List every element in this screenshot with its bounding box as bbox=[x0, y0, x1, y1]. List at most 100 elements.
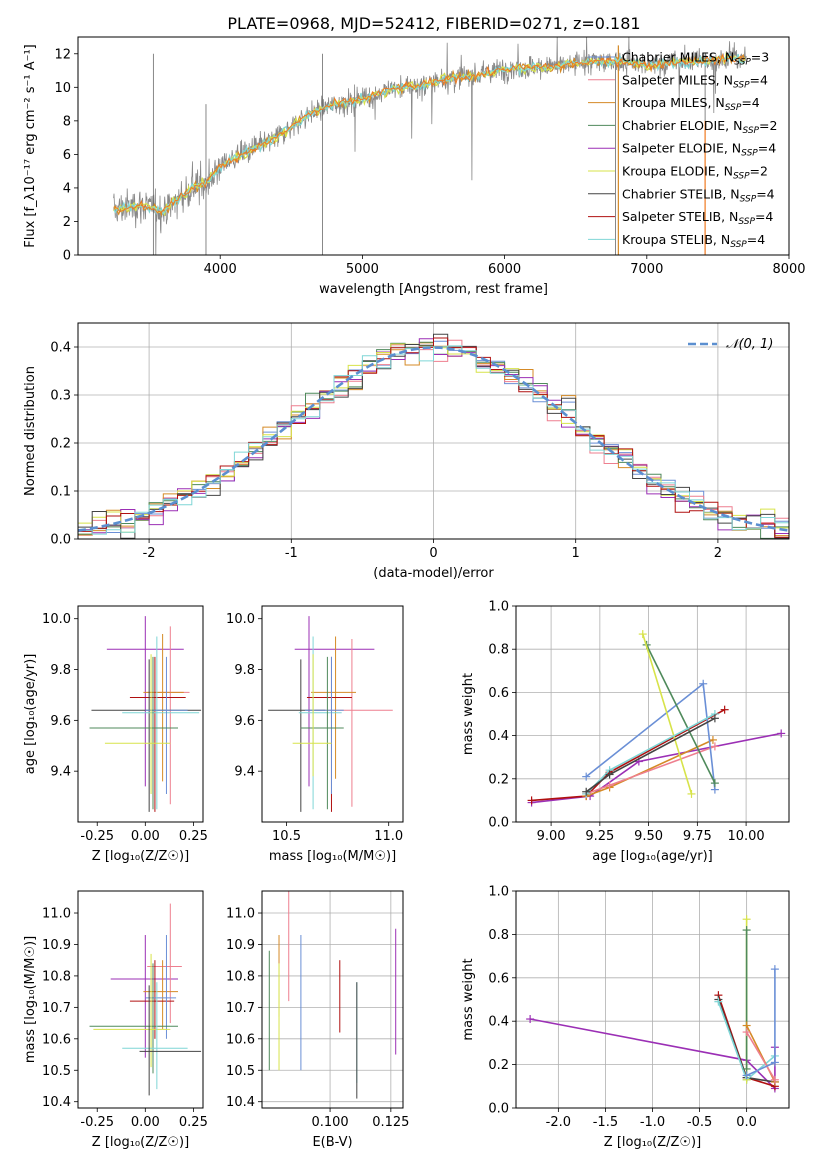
y-tick-label: 9.4 bbox=[50, 765, 71, 780]
x-tick-label: -2 bbox=[143, 546, 156, 561]
legend-sub: SSP bbox=[734, 58, 751, 68]
x-tick-label: 10.5 bbox=[272, 829, 301, 844]
x-axis-label: age [log₁₀(age/yr)] bbox=[592, 849, 713, 864]
x-tick-label: 0.100 bbox=[311, 1115, 348, 1130]
legend-entry: Kroupa MILES, NSSP=4 bbox=[622, 95, 760, 113]
axes-frame bbox=[261, 890, 404, 1109]
y-tick-label: 0.0 bbox=[488, 816, 509, 831]
y-axis-label: age [log₁₀(age/yr)] bbox=[23, 654, 38, 775]
y-tick-label: 10.4 bbox=[42, 1095, 71, 1110]
y-tick-label: 0.4 bbox=[488, 729, 509, 744]
y-tick-label: 10.5 bbox=[226, 1064, 255, 1079]
weight-series bbox=[645, 644, 716, 784]
y-tick-label: 0.8 bbox=[488, 643, 509, 658]
errorbars bbox=[268, 616, 393, 812]
y-tick-label: 10.0 bbox=[226, 612, 255, 627]
spectrum-chart: 4000 5000 6000 7000 8000 0 2 4 6 8 10 12 wavelength … bbox=[23, 36, 806, 297]
x-tick-label: 8000 bbox=[772, 262, 805, 277]
weight-series bbox=[745, 1031, 776, 1081]
x-tick-label: -1.5 bbox=[593, 1115, 618, 1130]
histogram-series bbox=[78, 345, 789, 539]
x-tick-label: 0.125 bbox=[372, 1115, 409, 1130]
residuals-chart: -2 -1 0 1 2 0.0 0.1 0.2 0.3 0.4 (data-model)/error… bbox=[23, 322, 790, 581]
legend-val: =4 bbox=[756, 186, 774, 201]
y-tick-label: 10.8 bbox=[226, 969, 255, 984]
y-axis-label: mass [log₁₀(M/M☉)] bbox=[23, 936, 38, 1063]
legend-name: Kroupa ELODIE, N bbox=[622, 164, 733, 179]
legend-sub: SSP bbox=[742, 126, 759, 136]
legend-name: Salpeter STELIB, N bbox=[622, 209, 738, 224]
normal-curve bbox=[78, 346, 789, 532]
y-tick-label: 4 bbox=[63, 181, 71, 196]
y-tick-label: 9.8 bbox=[234, 663, 255, 678]
legend-entry: Salpeter MILES, NSSP=4 bbox=[622, 72, 768, 90]
y-tick-label: 10.7 bbox=[226, 1001, 255, 1016]
x-axis-label: Z [log₁₀(Z/Z☉)] bbox=[604, 1135, 701, 1150]
y-tick-label: 9.6 bbox=[234, 714, 255, 729]
spectrum-lines bbox=[113, 37, 747, 255]
y-tick-label: 11.0 bbox=[226, 907, 255, 922]
x-tick-label: -2.0 bbox=[546, 1115, 571, 1130]
y-tick-label: 1.0 bbox=[488, 600, 509, 615]
y-tick-label: 10.0 bbox=[42, 612, 71, 627]
x-axis-label: (data-model)/error bbox=[373, 566, 494, 581]
x-axis-label: Z [log₁₀(Z/Z☉)] bbox=[92, 849, 189, 864]
legend-name: Salpeter ELODIE, N bbox=[622, 141, 741, 156]
age_vs_mass-chart: 10.5 11.0 9.4 9.6 9.8 10.0 mass [log₁₀(M/M☉)] bbox=[226, 605, 404, 864]
y-tick-label: 10 bbox=[54, 81, 71, 96]
legend-entry: Salpeter STELIB, NSSP=4 bbox=[622, 209, 773, 227]
y-tick-label: 0.6 bbox=[488, 971, 509, 986]
x-tick-label: 2 bbox=[714, 546, 722, 561]
y-tick-label: 0.3 bbox=[50, 389, 71, 404]
x-tick-label: 6000 bbox=[488, 262, 521, 277]
y-tick-label: 0.0 bbox=[488, 1102, 509, 1117]
legend-name: Chabrier STELIB, N bbox=[622, 186, 740, 201]
y-tick-label: 10.5 bbox=[42, 1064, 71, 1079]
y-tick-label: 11.0 bbox=[42, 907, 71, 922]
x-tick-label: 9.25 bbox=[585, 829, 614, 844]
y-tick-label: 0.6 bbox=[488, 686, 509, 701]
x-axis-label: mass [log₁₀(M/M☉)] bbox=[269, 849, 396, 864]
y-tick-label: 0.1 bbox=[50, 485, 71, 500]
y-tick-label: 0.8 bbox=[488, 928, 509, 943]
histogram-series bbox=[78, 337, 789, 538]
y-axis-label: Flux [f_λ10⁻¹⁷ erg cm⁻² s⁻¹ A⁻¹] bbox=[23, 44, 38, 248]
x-axis-label: wavelength [Angstrom, rest frame] bbox=[319, 282, 548, 297]
x-tick-label: 11.0 bbox=[374, 829, 403, 844]
weight-series bbox=[529, 1018, 776, 1091]
y-tick-label: 0.2 bbox=[488, 772, 509, 787]
weight-series bbox=[642, 633, 693, 795]
x-tick-label: 0.25 bbox=[179, 829, 208, 844]
y-tick-label: 0 bbox=[63, 249, 71, 264]
errorbars bbox=[89, 616, 202, 812]
legend-entry: 𝒩(0, 1) bbox=[726, 337, 773, 352]
legend-val: =2 bbox=[750, 164, 768, 179]
axes-frame bbox=[77, 36, 790, 256]
legend-val: =4 bbox=[755, 209, 773, 224]
legend-entry: Chabrier MILES, NSSP=3 bbox=[622, 50, 769, 68]
y-tick-label: 10.9 bbox=[226, 938, 255, 953]
y-tick-label: 12 bbox=[54, 47, 71, 62]
x-tick-label: -1.0 bbox=[640, 1115, 665, 1130]
weight-series bbox=[585, 717, 716, 793]
y-tick-label: 0.0 bbox=[50, 533, 71, 548]
x-axis-label: Z [log₁₀(Z/Z☉)] bbox=[92, 1135, 189, 1150]
legend-val: =4 bbox=[747, 232, 765, 247]
legend-val: =4 bbox=[741, 95, 759, 110]
x-tick-label: 10.00 bbox=[727, 829, 764, 844]
x-axis-label: E(B-V) bbox=[312, 1135, 352, 1150]
x-tick-label: 4000 bbox=[204, 262, 237, 277]
mass_vs_Z-chart: -0.25 0.00 0.25 10.4 10.5 10.6 10.7 10.8 10.9 11.… bbox=[23, 890, 208, 1150]
legend-sub: SSP bbox=[733, 80, 750, 90]
legend-sub: SSP bbox=[738, 217, 755, 227]
legend-name: Salpeter MILES, N bbox=[622, 72, 733, 87]
legend-name: Kroupa STELIB, N bbox=[622, 232, 730, 247]
legend-entry: Chabrier STELIB, NSSP=4 bbox=[622, 186, 775, 204]
mass_vs_ebv-chart: 0.100 0.125 10.4 10.5 10.6 10.7 10.8 10.9 11.0 E(… bbox=[226, 890, 409, 1150]
legend-val: =3 bbox=[751, 50, 769, 65]
y-axis-label: Normed distribution bbox=[23, 366, 38, 496]
x-tick-label: -0.25 bbox=[80, 829, 114, 844]
y-axis-label: mass weight bbox=[461, 958, 476, 1040]
